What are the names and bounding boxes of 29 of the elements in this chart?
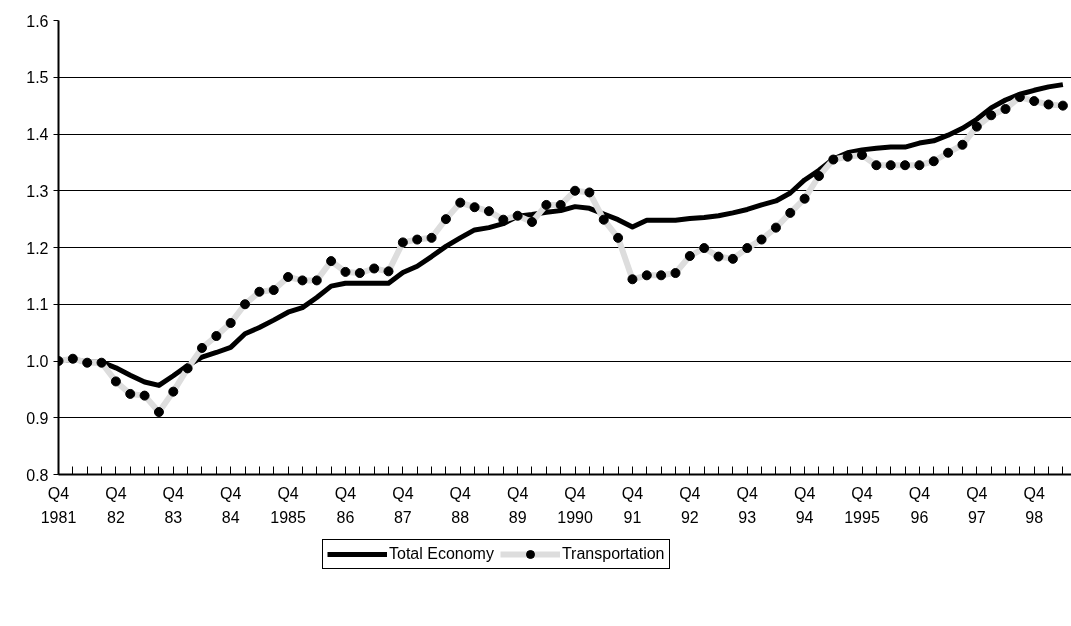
category-label: Q4 1981 bbox=[40, 484, 77, 526]
y-tick-label: 1.5 bbox=[26, 69, 49, 87]
y-tick-label: 1.3 bbox=[26, 182, 49, 200]
y-tick-label: 1.4 bbox=[26, 126, 49, 143]
legend-label: Total Economy bbox=[389, 545, 494, 563]
y-tick-label: 1.0 bbox=[26, 353, 49, 370]
category-label: Q4 88 bbox=[449, 484, 471, 526]
y-tick-label: 1.6 bbox=[26, 12, 49, 30]
legend-label: Transportation bbox=[561, 545, 665, 563]
y-tick-label: 0.9 bbox=[26, 409, 49, 427]
category-label: Q4 1985 bbox=[270, 484, 306, 526]
category-label: Q4 92 bbox=[679, 484, 701, 526]
y-tick-label: 1.2 bbox=[26, 239, 49, 257]
y-tick-label: 1.1 bbox=[26, 296, 49, 314]
category-label: Q4 84 bbox=[220, 484, 242, 526]
category-label: Q4 91 bbox=[621, 484, 644, 526]
category-label: Q4 93 bbox=[736, 484, 758, 526]
category-label: Q4 96 bbox=[908, 484, 931, 526]
category-label: Q4 82 bbox=[105, 484, 127, 526]
category-label: Q4 1995 bbox=[844, 484, 880, 526]
y-tick-label: 0.8 bbox=[26, 466, 49, 484]
category-label: Q4 97 bbox=[966, 484, 988, 526]
category-label: Q4 89 bbox=[506, 484, 529, 526]
category-label: Q4 1990 bbox=[557, 484, 593, 526]
category-label: Q4 94 bbox=[793, 484, 816, 526]
category-label: Q4 83 bbox=[162, 484, 184, 526]
category-label: Q4 98 bbox=[1023, 484, 1045, 526]
category-label: Q4 86 bbox=[334, 484, 357, 526]
category-label: Q4 87 bbox=[392, 484, 414, 526]
